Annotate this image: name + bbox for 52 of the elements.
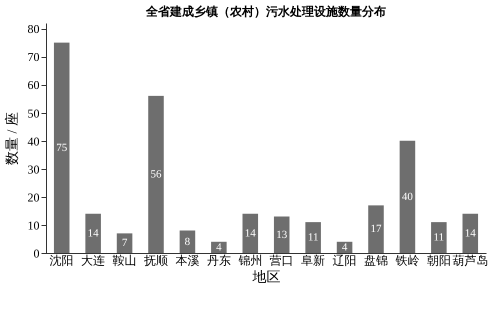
- x-tick-label: 沈阳: [50, 254, 74, 268]
- x-tick-label: 辽阳: [332, 254, 357, 268]
- y-tick-label: 50: [28, 106, 40, 120]
- x-axis-title: 地区: [252, 270, 280, 286]
- y-axis-title: 数量 / 座: [4, 112, 20, 165]
- bar: [400, 140, 416, 253]
- bar: [116, 233, 132, 253]
- data-label: 14: [244, 227, 256, 240]
- x-tick-label: 抚顺: [143, 254, 168, 268]
- bar: [242, 214, 258, 253]
- chart-title: 全省建成乡镇（农村）污水处理设施数量分布: [145, 4, 386, 19]
- data-label: 11: [434, 232, 444, 244]
- x-tick-label: 鞍山: [112, 254, 137, 268]
- data-label: 7: [122, 237, 128, 250]
- y-tick-label: 40: [28, 134, 40, 148]
- x-tick-label: 锦州: [237, 254, 262, 268]
- bar: [180, 230, 196, 253]
- data-label: 40: [402, 190, 414, 203]
- bar: [431, 222, 447, 253]
- x-tick-label: 朝阳: [426, 254, 451, 268]
- data-label: 11: [308, 232, 318, 244]
- bar: [148, 96, 164, 253]
- bar: [85, 214, 101, 253]
- bar: [368, 205, 384, 253]
- data-label: 13: [276, 228, 288, 241]
- y-tick-label: 60: [28, 78, 40, 92]
- data-label: 56: [150, 168, 162, 180]
- x-tick-label: 铁岭: [394, 254, 420, 268]
- data-label: 14: [88, 227, 100, 240]
- data-label: 75: [56, 142, 68, 154]
- x-tick-label: 盘锦: [364, 254, 388, 268]
- y-tick-label: 80: [28, 22, 40, 36]
- y-tick-label: 20: [28, 190, 40, 204]
- bar: [274, 216, 290, 253]
- y-tick-label: 10: [28, 218, 40, 232]
- x-tick-label: 丹东: [206, 254, 231, 268]
- bar: [54, 42, 70, 253]
- data-label: 14: [464, 227, 476, 240]
- data-label: 4: [216, 241, 222, 254]
- x-tick-label: 葫芦岛: [452, 254, 488, 268]
- y-tick-label: 70: [28, 50, 40, 64]
- x-tick-label: 大连: [81, 254, 106, 268]
- x-tick-label: 本溪: [175, 254, 200, 268]
- y-tick-label: 0: [34, 246, 40, 260]
- x-tick-label: 营口: [270, 254, 294, 268]
- bar: [462, 214, 478, 253]
- bar: [305, 222, 321, 253]
- data-label: 17: [370, 223, 382, 236]
- data-label: 8: [184, 236, 191, 248]
- y-tick-label: 30: [28, 162, 40, 176]
- x-tick-label: 阜新: [301, 254, 326, 268]
- data-label: 4: [342, 241, 348, 254]
